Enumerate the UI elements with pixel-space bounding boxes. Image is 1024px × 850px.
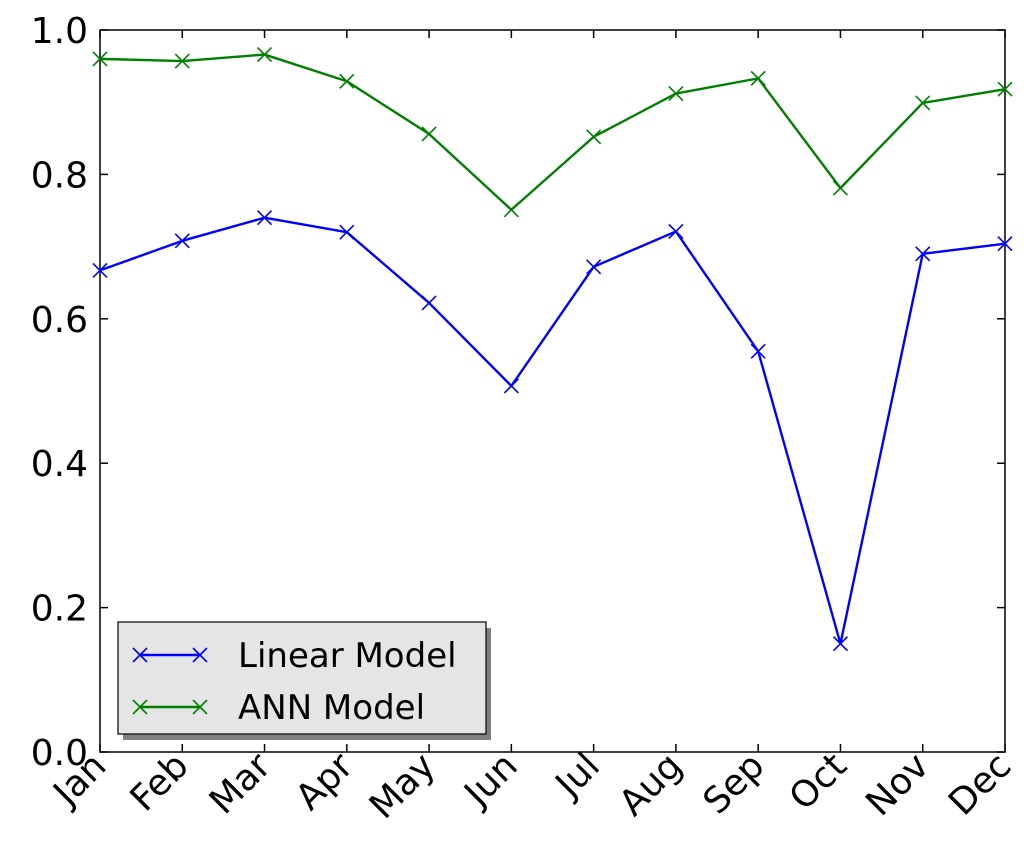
data-point bbox=[174, 233, 190, 249]
legend: Linear Model ANN Model bbox=[117, 621, 491, 740]
data-point bbox=[668, 223, 684, 240]
legend-marker bbox=[132, 699, 148, 715]
legend-marker bbox=[132, 647, 148, 663]
legend-label: Linear Model bbox=[238, 636, 457, 676]
data-point bbox=[421, 295, 437, 311]
data-point bbox=[750, 70, 766, 86]
y-tick-label: 1.0 bbox=[31, 11, 88, 52]
data-point bbox=[586, 129, 602, 145]
y-axis: 0.0 0.2 0.4 0.6 0.8 1.0 bbox=[31, 11, 1005, 774]
data-point bbox=[915, 246, 931, 262]
data-point bbox=[256, 46, 273, 63]
x-tick-label: Apr bbox=[288, 745, 361, 818]
data-point bbox=[915, 95, 931, 111]
x-tick-label: Feb bbox=[123, 745, 197, 819]
y-tick-label: 0.4 bbox=[31, 444, 88, 485]
data-point bbox=[421, 126, 437, 142]
x-tick-label: Jul bbox=[547, 745, 608, 806]
data-point bbox=[174, 53, 190, 69]
data-point bbox=[503, 202, 519, 218]
legend-marker bbox=[192, 647, 208, 663]
data-point bbox=[256, 210, 273, 226]
x-tick-label: Sep bbox=[696, 745, 773, 822]
series-line-0 bbox=[99, 216, 1006, 645]
y-tick-label: 0.0 bbox=[31, 733, 88, 774]
data-point bbox=[832, 636, 849, 652]
x-tick-label: Nov bbox=[858, 745, 937, 824]
data-point bbox=[832, 180, 849, 196]
x-tick-label: Dec bbox=[941, 745, 1019, 823]
data-point bbox=[92, 262, 108, 278]
series-line-1 bbox=[99, 53, 1006, 211]
data-point bbox=[586, 259, 602, 275]
data-point bbox=[997, 236, 1013, 252]
x-tick-label: Jun bbox=[456, 745, 526, 815]
legend-marker bbox=[192, 699, 208, 715]
y-tick-label: 0.2 bbox=[31, 589, 88, 630]
data-point bbox=[339, 224, 355, 240]
x-tick-label: Mar bbox=[202, 745, 279, 822]
data-point bbox=[503, 378, 519, 394]
series-layer bbox=[92, 46, 1013, 652]
y-tick-label: 0.8 bbox=[31, 155, 88, 196]
x-tick-label: Oct bbox=[782, 745, 855, 818]
data-point bbox=[997, 81, 1013, 97]
data-point bbox=[339, 73, 355, 89]
data-point bbox=[668, 85, 684, 102]
x-tick-label: Aug bbox=[612, 745, 691, 824]
data-point bbox=[92, 51, 108, 67]
y-tick-label: 0.6 bbox=[31, 300, 88, 341]
data-point bbox=[750, 343, 766, 359]
x-tick-label: May bbox=[362, 745, 444, 827]
legend-label: ANN Model bbox=[238, 688, 425, 728]
legend-box bbox=[117, 621, 487, 735]
